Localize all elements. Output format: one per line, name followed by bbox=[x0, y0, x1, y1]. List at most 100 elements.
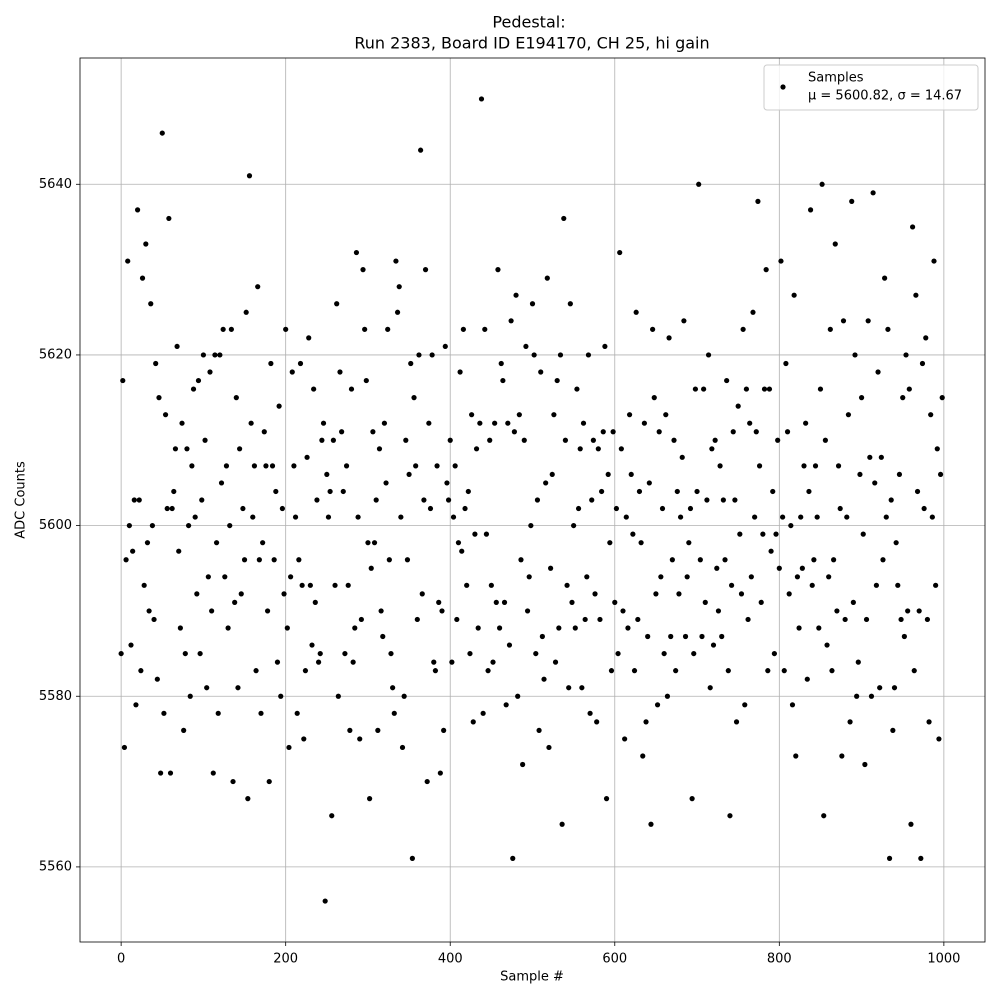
point bbox=[654, 702, 661, 708]
point bbox=[890, 727, 896, 733]
point bbox=[689, 796, 695, 802]
point bbox=[771, 650, 777, 657]
point bbox=[633, 309, 639, 315]
point bbox=[246, 173, 253, 179]
point bbox=[199, 497, 205, 503]
point bbox=[801, 463, 807, 469]
point bbox=[623, 514, 629, 520]
point bbox=[398, 514, 404, 520]
point bbox=[715, 608, 722, 614]
point bbox=[612, 599, 618, 605]
point bbox=[835, 463, 842, 469]
point bbox=[862, 761, 868, 768]
point bbox=[139, 275, 146, 281]
x-axis-label: Sample # bbox=[500, 970, 564, 985]
point bbox=[460, 326, 466, 332]
point bbox=[608, 668, 615, 674]
point bbox=[661, 650, 667, 657]
point bbox=[411, 395, 417, 401]
point bbox=[613, 505, 620, 512]
point bbox=[194, 591, 200, 597]
point bbox=[307, 582, 313, 588]
point bbox=[534, 497, 541, 503]
point bbox=[674, 488, 680, 495]
point bbox=[378, 608, 384, 614]
point bbox=[498, 360, 504, 367]
point bbox=[677, 514, 684, 520]
point bbox=[814, 514, 820, 520]
point bbox=[599, 488, 605, 495]
point bbox=[733, 719, 740, 725]
point bbox=[197, 650, 203, 657]
point bbox=[635, 616, 641, 623]
point bbox=[241, 557, 248, 563]
legend-marker bbox=[780, 84, 786, 90]
point bbox=[401, 693, 407, 699]
point bbox=[544, 275, 550, 281]
point bbox=[903, 352, 909, 358]
point bbox=[179, 420, 185, 426]
point bbox=[760, 531, 766, 537]
point bbox=[855, 659, 861, 665]
point bbox=[164, 505, 170, 512]
point bbox=[278, 693, 284, 699]
point bbox=[709, 446, 715, 452]
point bbox=[867, 454, 873, 460]
point bbox=[865, 318, 871, 324]
point bbox=[868, 693, 875, 699]
point bbox=[138, 668, 144, 674]
point bbox=[159, 130, 165, 136]
point bbox=[302, 668, 309, 674]
point bbox=[166, 215, 172, 222]
y-axis-label: ADC Counts bbox=[14, 461, 29, 539]
point bbox=[376, 446, 383, 452]
point bbox=[210, 770, 216, 776]
point bbox=[355, 514, 361, 520]
point bbox=[296, 557, 302, 563]
point bbox=[625, 625, 631, 631]
point bbox=[347, 727, 353, 733]
point bbox=[325, 514, 332, 520]
point bbox=[676, 591, 682, 597]
point bbox=[204, 685, 210, 691]
point bbox=[919, 360, 926, 367]
point bbox=[664, 693, 671, 699]
point bbox=[513, 292, 519, 298]
point bbox=[485, 668, 491, 674]
point bbox=[250, 514, 256, 520]
point bbox=[413, 463, 419, 469]
point bbox=[445, 497, 452, 503]
x-tick-label: 800 bbox=[767, 952, 792, 967]
point bbox=[131, 497, 137, 503]
point bbox=[924, 616, 931, 623]
point bbox=[610, 429, 616, 435]
point bbox=[516, 412, 522, 418]
point bbox=[500, 377, 506, 384]
point bbox=[391, 710, 397, 716]
point bbox=[464, 582, 470, 588]
point bbox=[640, 753, 646, 759]
point bbox=[348, 386, 355, 392]
point bbox=[543, 480, 549, 486]
point bbox=[840, 318, 847, 324]
point bbox=[719, 633, 725, 640]
point bbox=[487, 437, 493, 443]
point bbox=[898, 616, 904, 623]
point bbox=[136, 497, 142, 503]
point bbox=[467, 650, 473, 657]
point bbox=[455, 540, 462, 546]
point bbox=[589, 497, 595, 503]
point bbox=[628, 471, 634, 478]
point bbox=[419, 591, 425, 597]
point bbox=[496, 625, 503, 631]
point bbox=[551, 412, 557, 418]
point bbox=[768, 548, 774, 554]
point bbox=[592, 591, 598, 597]
point bbox=[590, 437, 596, 443]
point bbox=[541, 676, 547, 682]
point bbox=[209, 608, 215, 614]
point bbox=[264, 608, 271, 614]
point bbox=[314, 497, 320, 503]
point bbox=[595, 446, 601, 452]
point bbox=[409, 855, 415, 861]
